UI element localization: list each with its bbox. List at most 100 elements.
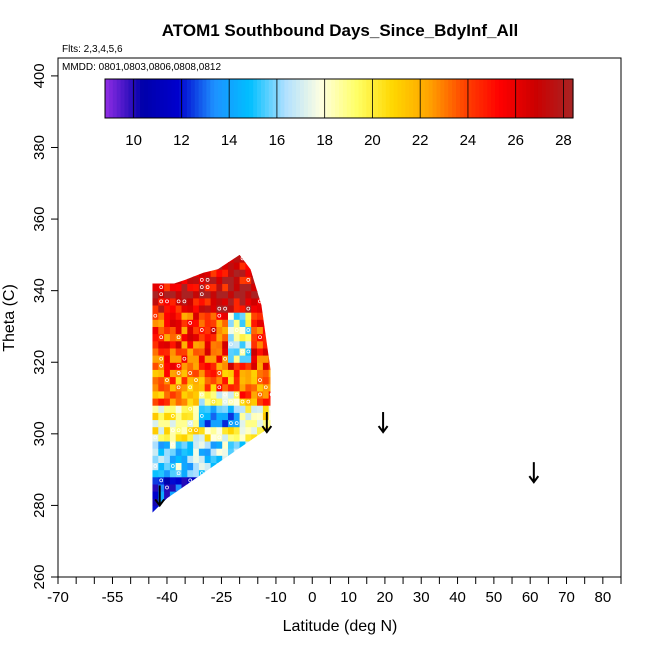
heatmap-cell bbox=[245, 355, 252, 363]
sample-marker bbox=[176, 428, 181, 433]
heatmap-cell bbox=[158, 383, 165, 392]
heatmap-cell bbox=[181, 340, 188, 349]
colorbar-tick-label: 20 bbox=[364, 132, 381, 149]
heatmap-cell bbox=[233, 312, 241, 320]
heatmap-cell bbox=[198, 290, 206, 299]
heatmap-cell bbox=[169, 498, 177, 506]
sample-marker bbox=[217, 435, 222, 440]
heatmap-cell bbox=[187, 283, 194, 292]
heatmap-cell bbox=[152, 276, 159, 284]
sample-marker bbox=[182, 299, 187, 304]
sample-marker bbox=[246, 399, 251, 404]
heatmap-cell bbox=[222, 383, 229, 392]
colorbar-swatch bbox=[432, 79, 438, 118]
heatmap-cell bbox=[245, 398, 252, 406]
heatmap-cell bbox=[239, 390, 246, 399]
heatmap-cell bbox=[222, 312, 229, 320]
heatmap-cell bbox=[268, 290, 271, 299]
heatmap-cell bbox=[233, 254, 241, 263]
heatmap-cell bbox=[222, 398, 229, 406]
heatmap-cell bbox=[239, 455, 246, 463]
sample-marker bbox=[263, 478, 268, 483]
heatmap-cell bbox=[169, 390, 177, 399]
heatmap-cell bbox=[222, 376, 229, 385]
heatmap-cell bbox=[251, 297, 258, 306]
heatmap-cell bbox=[204, 498, 211, 506]
heatmap-cell bbox=[233, 390, 241, 399]
heatmap-cell bbox=[175, 369, 182, 378]
heatmap-cell bbox=[181, 269, 188, 277]
heatmap-cell bbox=[204, 483, 211, 492]
heatmap-cell bbox=[204, 462, 211, 471]
heatmap-cell bbox=[210, 369, 217, 378]
heatmap-cell bbox=[262, 362, 270, 370]
heatmap-cell bbox=[193, 297, 200, 306]
colorbar-swatch bbox=[541, 79, 547, 118]
sample-marker bbox=[199, 392, 204, 397]
heatmap-cell bbox=[257, 455, 264, 463]
heatmap-cell bbox=[158, 505, 165, 513]
heatmap-cell bbox=[181, 505, 188, 513]
colorbar-swatch bbox=[510, 79, 516, 118]
heatmap-cell bbox=[175, 283, 182, 292]
heatmap-cell bbox=[198, 340, 206, 349]
heatmap-cell bbox=[169, 319, 177, 327]
heatmap-cell bbox=[175, 462, 182, 471]
heatmap-cell bbox=[193, 505, 200, 513]
heatmap-cell bbox=[158, 441, 165, 449]
heatmap-cell bbox=[152, 383, 159, 392]
heatmap-cell bbox=[257, 405, 264, 413]
colorbar-swatch bbox=[409, 79, 414, 118]
heatmap-cell bbox=[169, 412, 177, 421]
heatmap-cell bbox=[268, 448, 271, 456]
sample-marker bbox=[223, 507, 227, 511]
heatmap-cell bbox=[245, 383, 252, 392]
heatmap-cell bbox=[222, 333, 229, 342]
heatmap-cell bbox=[181, 476, 188, 485]
colorbar-swatch bbox=[491, 79, 496, 118]
heatmap-cell bbox=[257, 390, 264, 399]
x-axis: -70 -55 -40 -25 -10 0 10 20 30 40 50 60 70 80 bbox=[47, 577, 622, 606]
heatmap-cell bbox=[204, 355, 211, 363]
heatmap-cell bbox=[222, 276, 229, 284]
colorbar-swatch bbox=[151, 79, 157, 118]
y-tick-label: 380 bbox=[31, 135, 48, 160]
heatmap-cell bbox=[251, 405, 258, 413]
heatmap-cell bbox=[158, 412, 165, 421]
heatmap-cell bbox=[210, 283, 217, 292]
heatmap-cell bbox=[233, 297, 241, 306]
heatmap-cell bbox=[210, 448, 217, 456]
heatmap-cell bbox=[228, 419, 235, 428]
heatmap-cell bbox=[175, 362, 182, 370]
heatmap-cell bbox=[251, 419, 258, 428]
heatmap-cell bbox=[228, 326, 235, 335]
heatmap-cell bbox=[175, 254, 182, 263]
heatmap-cell bbox=[198, 326, 206, 335]
heatmap-cell bbox=[158, 419, 165, 428]
heatmap-cell bbox=[181, 283, 188, 292]
colorbar-swatch bbox=[105, 79, 110, 118]
heatmap-cell bbox=[251, 362, 258, 370]
y-tick-label: 360 bbox=[31, 207, 48, 232]
heatmap-cell bbox=[193, 362, 200, 370]
sample-marker bbox=[269, 428, 271, 433]
heatmap-cell bbox=[204, 269, 211, 277]
sample-marker bbox=[188, 406, 193, 411]
colorbar-swatch bbox=[436, 79, 441, 118]
heatmap-cell bbox=[268, 476, 271, 485]
y-axis-label: Theta (C) bbox=[1, 284, 18, 352]
heatmap-cell bbox=[239, 369, 246, 378]
heatmap-cell bbox=[158, 462, 165, 471]
heatmap-cell bbox=[193, 433, 200, 442]
heatmap-cell bbox=[239, 476, 246, 485]
heatmap-cell bbox=[152, 483, 159, 492]
heatmap-cell bbox=[216, 283, 223, 292]
heatmap-cell bbox=[187, 319, 194, 327]
heatmap-cell bbox=[239, 283, 246, 292]
heatmap-cell bbox=[181, 498, 188, 506]
colorbar-swatch bbox=[284, 79, 289, 118]
heatmap-cell bbox=[152, 326, 159, 335]
heatmap-cell bbox=[169, 455, 177, 463]
colorbar-swatch bbox=[214, 79, 219, 118]
heatmap-cell bbox=[268, 469, 271, 478]
